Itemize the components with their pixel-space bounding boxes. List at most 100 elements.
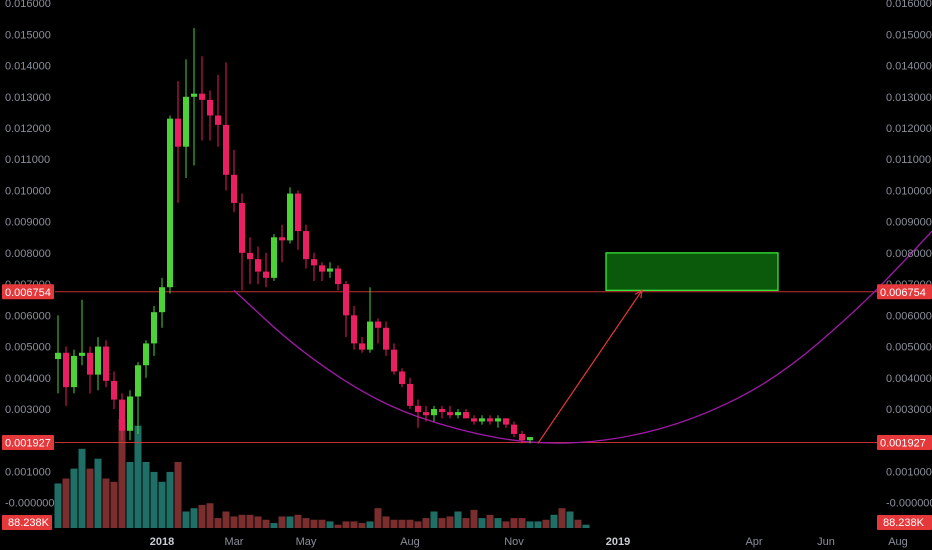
candle-body (71, 355, 77, 388)
candle-body (127, 396, 133, 431)
right-price-tick: 0.016000 (886, 0, 932, 10)
right-price-tick: -0.000000 (886, 498, 932, 510)
candle-body (519, 433, 525, 441)
volume-bar (78, 448, 86, 528)
left-price-tag (2, 284, 54, 300)
time-tick: 2019 (606, 536, 630, 548)
right-price-tick: 0.010000 (886, 185, 932, 197)
volume-bar (278, 516, 286, 528)
candle-body (431, 408, 437, 416)
volume-bar (566, 511, 574, 528)
arrow-head[interactable] (634, 289, 643, 299)
left-price-axis: 0.016000 0.015000 0.014000 0.013000 0.012000… (5, 0, 55, 510)
left-price-tag-label: 0.001927 (5, 437, 51, 449)
volume-bar (86, 468, 94, 528)
volume-bar (126, 462, 134, 528)
candle-body (391, 349, 397, 372)
candle-body (55, 352, 61, 360)
right-volume-tag-label: 88.238K (883, 517, 925, 529)
candle-body (271, 237, 277, 278)
candle-body (319, 265, 325, 272)
candle-body (447, 412, 453, 416)
right-price-tag (877, 434, 932, 450)
left-price-tag-label: 0.006754 (5, 287, 51, 299)
volume-bar (446, 516, 454, 528)
volume-bar (94, 458, 102, 528)
arc-curve[interactable] (233, 225, 932, 444)
candle-body (247, 252, 253, 260)
candle-body (303, 231, 309, 260)
candle-body (487, 418, 493, 422)
volume-bar (422, 518, 430, 528)
volume-bar (358, 523, 366, 528)
volume-bar (166, 471, 174, 528)
volume-bar (550, 514, 558, 528)
arrow-shaft[interactable] (537, 290, 643, 444)
left-price-tick: 0.014000 (5, 61, 51, 73)
time-tick: Jun (817, 536, 835, 548)
time-axis[interactable]: 2018 Mar May Aug Nov 2019 Apr Jun Aug (150, 536, 908, 548)
volume-bar (182, 511, 190, 528)
volume-bar (430, 511, 438, 528)
volume-bar (198, 504, 206, 528)
volume-bar (462, 518, 470, 528)
right-price-tick: 0.012000 (886, 123, 932, 135)
candle-body (103, 346, 109, 381)
volume-bar (270, 523, 278, 528)
volume-bar (174, 462, 182, 528)
volume-bar (502, 521, 510, 528)
volume-bar (254, 516, 262, 528)
left-price-tick: -0.000000 (5, 498, 55, 510)
candle-body (511, 424, 517, 434)
volume-bar (262, 519, 270, 528)
volume-bar (310, 519, 318, 528)
volume-bar (230, 516, 238, 528)
volume-bar (150, 471, 158, 528)
volume-bar (326, 521, 334, 528)
volume-bar (438, 518, 446, 528)
volume-bar (494, 518, 502, 528)
candle-body (327, 268, 333, 272)
candle-body (151, 312, 157, 344)
horizontal-levels[interactable] (55, 291, 878, 443)
time-tick: Aug (400, 536, 420, 548)
time-tick: Apr (745, 536, 762, 548)
right-price-tick: 0.004000 (886, 373, 932, 385)
right-price-tick: 0.009000 (886, 217, 932, 229)
volume-bar (414, 521, 422, 528)
rounding-bottom-arc[interactable] (233, 225, 932, 444)
volume-bar (158, 481, 166, 528)
candle-body (119, 399, 125, 431)
candle-body (383, 327, 389, 350)
candle-body (207, 99, 213, 116)
candle-body (175, 118, 181, 147)
candle-body (359, 343, 365, 350)
volume-bar (102, 478, 110, 528)
volume-bar (318, 519, 326, 528)
right-price-axis[interactable]: 0.016000 0.015000 0.014000 0.013000 0.012000… (886, 0, 932, 510)
volume-bar (582, 524, 590, 528)
right-price-tick: 0.011000 (886, 154, 931, 166)
volume-bar (54, 483, 62, 528)
time-tick: Nov (504, 536, 524, 548)
target-zone-rect[interactable] (605, 252, 779, 291)
candle-body (375, 321, 381, 328)
candle-body (311, 259, 317, 266)
candle-body (167, 118, 173, 288)
volume-bar (406, 519, 414, 528)
volume-bar (558, 508, 566, 528)
left-volume-tag-label: 88.238K (8, 517, 50, 529)
volume-bar (118, 419, 126, 528)
left-price-tick: 0.008000 (5, 248, 51, 260)
candle-body (199, 93, 205, 100)
volume-bar (454, 511, 462, 528)
candle-body (399, 371, 405, 384)
candle-body (503, 418, 509, 425)
volume-bar (294, 514, 302, 528)
target-zone-box[interactable] (605, 252, 779, 291)
projection-arrow[interactable] (537, 289, 643, 444)
candle-body (415, 405, 421, 413)
candle-body (223, 124, 229, 175)
volume-bar (534, 521, 542, 528)
